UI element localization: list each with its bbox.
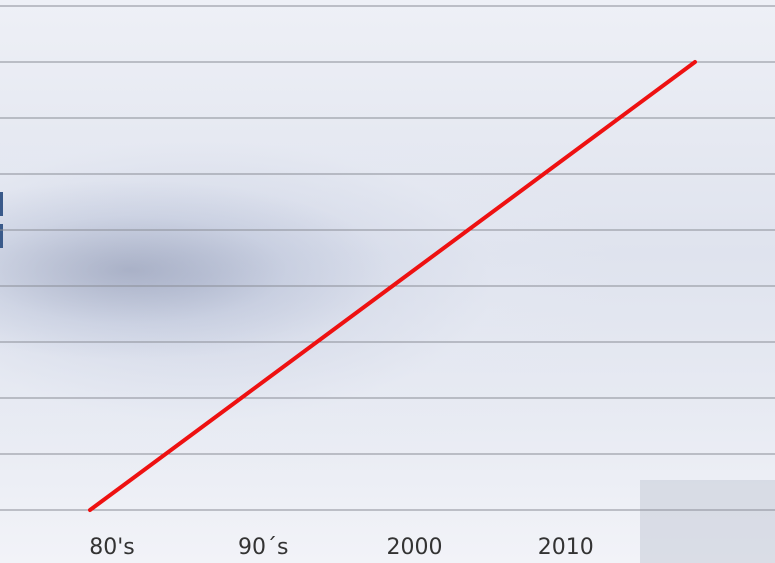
x-tick-label: 2010	[538, 535, 594, 560]
background-shape	[640, 480, 775, 563]
data-line	[88, 60, 697, 512]
x-tick-label: 80's	[89, 535, 135, 560]
x-tick-label: 90´s	[238, 535, 288, 560]
edge-mark	[0, 224, 3, 248]
edge-mark	[0, 192, 3, 216]
x-tick-label: 2000	[387, 535, 443, 560]
